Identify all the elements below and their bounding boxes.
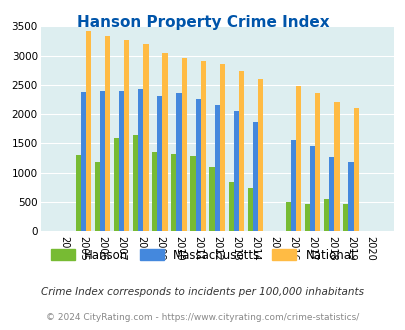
Bar [238, 71, 243, 231]
Bar [247, 188, 252, 231]
Bar [252, 122, 257, 231]
Bar [162, 53, 167, 231]
Bar [119, 91, 124, 231]
Bar [347, 162, 353, 231]
Bar [342, 204, 347, 231]
Legend: Hanson, Massachusetts, National: Hanson, Massachusetts, National [46, 244, 359, 266]
Bar [200, 61, 205, 231]
Bar [76, 155, 81, 231]
Bar [124, 40, 129, 231]
Bar [143, 44, 148, 231]
Bar [285, 202, 290, 231]
Bar [190, 156, 195, 231]
Bar [209, 167, 214, 231]
Bar [328, 157, 334, 231]
Bar [138, 89, 143, 231]
Bar [233, 111, 238, 231]
Bar [81, 92, 86, 231]
Bar [157, 96, 162, 231]
Bar [315, 93, 320, 231]
Bar [214, 105, 219, 231]
Bar [95, 162, 100, 231]
Bar [181, 58, 186, 231]
Text: © 2024 CityRating.com - https://www.cityrating.com/crime-statistics/: © 2024 CityRating.com - https://www.city… [46, 313, 359, 322]
Bar [219, 64, 224, 231]
Bar [105, 36, 110, 231]
Bar [100, 91, 105, 231]
Bar [176, 93, 181, 231]
Bar [86, 31, 91, 231]
Bar [195, 99, 200, 231]
Bar [353, 108, 358, 231]
Bar [290, 140, 296, 231]
Text: Hanson Property Crime Index: Hanson Property Crime Index [77, 15, 328, 30]
Bar [257, 79, 262, 231]
Bar [309, 146, 315, 231]
Bar [114, 138, 119, 231]
Bar [152, 152, 157, 231]
Bar [334, 102, 339, 231]
Bar [304, 204, 309, 231]
Bar [171, 154, 176, 231]
Bar [133, 135, 138, 231]
Bar [296, 86, 301, 231]
Bar [228, 182, 233, 231]
Text: Crime Index corresponds to incidents per 100,000 inhabitants: Crime Index corresponds to incidents per… [41, 287, 364, 297]
Bar [323, 199, 328, 231]
